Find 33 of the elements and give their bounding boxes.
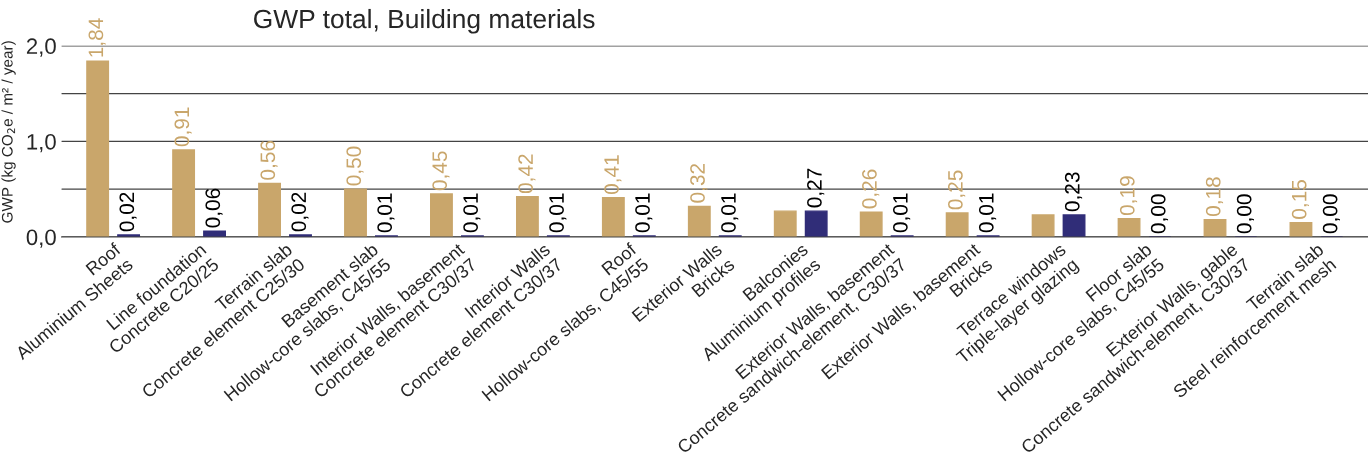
data-label: 0,02 — [291, 192, 309, 232]
y-tick-label: 0,0 — [26, 229, 56, 248]
data-label: 0,01 — [978, 193, 997, 233]
data-label: 0,50 — [346, 146, 364, 186]
data-label: 0,01 — [377, 193, 395, 233]
data-label: 0,01 — [635, 193, 653, 233]
y-axis-title: GWP (kg CO$_{2}$e / m² / year) — [1, 41, 16, 223]
data-label: 0,01 — [721, 193, 739, 233]
data-label: 0,26 — [862, 169, 880, 209]
y-tick-label: 1,0 — [27, 133, 56, 153]
data-label: 0,00 — [1150, 194, 1169, 234]
data-label: 0,56 — [260, 140, 278, 180]
data-label: 0,42 — [518, 154, 536, 194]
data-label: 0,15 — [1291, 180, 1310, 219]
y-tick-label: 2,0 — [26, 38, 56, 57]
data-label: 0,01 — [463, 193, 481, 233]
data-label: 0,01 — [892, 193, 911, 233]
data-label: 0,02 — [119, 192, 137, 232]
data-label: 0,41 — [604, 155, 622, 195]
data-label: 0,91 — [174, 107, 192, 147]
data-label: 0,18 — [1205, 177, 1224, 217]
data-label: 0,00 — [1322, 194, 1340, 234]
data-label: 0,23 — [1064, 172, 1083, 212]
chart-title: GWP total, Building materials — [254, 8, 595, 34]
data-label: 0,27 — [807, 168, 825, 208]
data-label: 0,00 — [1236, 194, 1254, 234]
data-label: 0,01 — [549, 193, 567, 233]
data-label: 0,19 — [1119, 176, 1138, 216]
data-label: 0,32 — [690, 163, 708, 203]
data-label: 0,45 — [432, 151, 450, 191]
data-label: 1,84 — [88, 18, 106, 57]
data-label: 0,25 — [948, 170, 966, 210]
data-label: 0,06 — [205, 188, 223, 228]
